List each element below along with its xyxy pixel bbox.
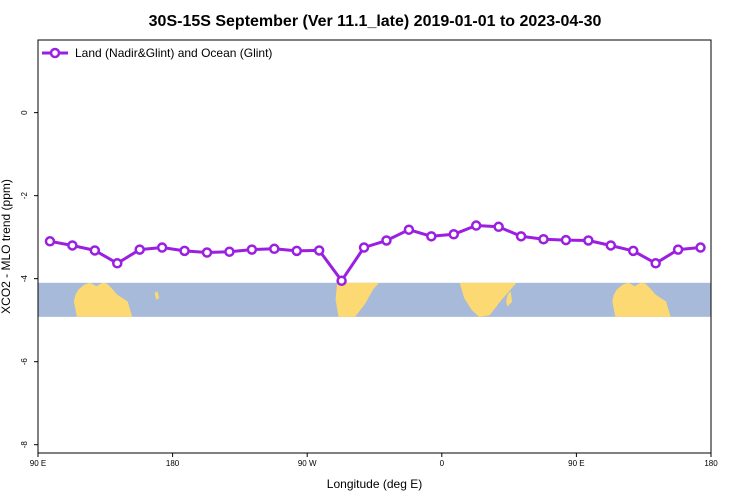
data-point: [44, 236, 56, 247]
legend-label: Land (Nadir&Glint) and Ocean (Glint): [75, 46, 272, 60]
y-axis: 0 -2 -4 -6 -8: [20, 110, 38, 448]
plot-frame: [37, 39, 712, 454]
y-tick-label: -4: [20, 275, 29, 283]
south-america-land: [335, 282, 379, 317]
y-axis-label: XCO2 - MLO trend (ppm): [0, 179, 13, 314]
data-point: [179, 245, 190, 257]
chart-title: 30S-15S September (Ver 11.1_late) 2019-0…: [149, 13, 602, 30]
madagascar-land: [506, 291, 513, 307]
x-tick-label: 90 E: [30, 459, 46, 468]
ocean-band: [38, 282, 711, 317]
data-point: [67, 240, 78, 251]
data-point: [627, 245, 639, 257]
data-point: [269, 243, 280, 255]
data-point: [156, 242, 168, 253]
series-layer: [44, 220, 706, 286]
data-point: [695, 242, 706, 253]
data-point: [672, 244, 684, 255]
data-point: [560, 234, 572, 246]
data-point: [313, 245, 325, 256]
data-point: [246, 244, 258, 255]
data-point: [515, 231, 527, 242]
world-map-strip: [38, 282, 711, 317]
data-point: [605, 240, 617, 251]
x-tick-label: 90 E: [568, 459, 584, 468]
y-tick-label: -6: [20, 358, 29, 366]
data-point: [403, 224, 415, 235]
data-point: [538, 233, 549, 245]
x-tick-label: 180: [166, 459, 180, 468]
africa-land: [459, 282, 517, 317]
x-tick-label: 180: [704, 459, 718, 468]
data-point: [291, 245, 302, 257]
series-line: [49, 224, 701, 283]
y-tick-label: 0: [20, 110, 29, 115]
legend: Land (Nadir&Glint) and Ocean (Glint): [42, 46, 272, 60]
legend-marker: [49, 47, 61, 59]
data-point: [201, 247, 213, 258]
data-point: [381, 235, 392, 246]
data-point: [358, 242, 370, 253]
data-point: [89, 245, 101, 256]
data-point: [448, 229, 460, 240]
y-tick-label: -2: [20, 192, 29, 200]
australia-land-east: [612, 282, 671, 317]
data-point: [583, 235, 594, 246]
data-point: [426, 231, 437, 242]
data-point: [134, 244, 145, 255]
x-axis: 90 E 180 90 W 0 90 E 180: [30, 453, 718, 468]
data-point: [650, 258, 661, 269]
x-tick-label: 0: [440, 459, 445, 468]
australia-land: [73, 282, 133, 317]
y-tick-label: -8: [20, 441, 29, 449]
data-point: [336, 275, 347, 286]
x-axis-label: Longitude (deg E): [327, 477, 422, 491]
data-point: [112, 258, 123, 269]
data-point: [493, 221, 504, 233]
x-tick-label: 90 W: [298, 459, 317, 468]
data-point: [470, 220, 482, 231]
new-caledonia-land: [154, 291, 160, 300]
data-point: [224, 246, 235, 257]
